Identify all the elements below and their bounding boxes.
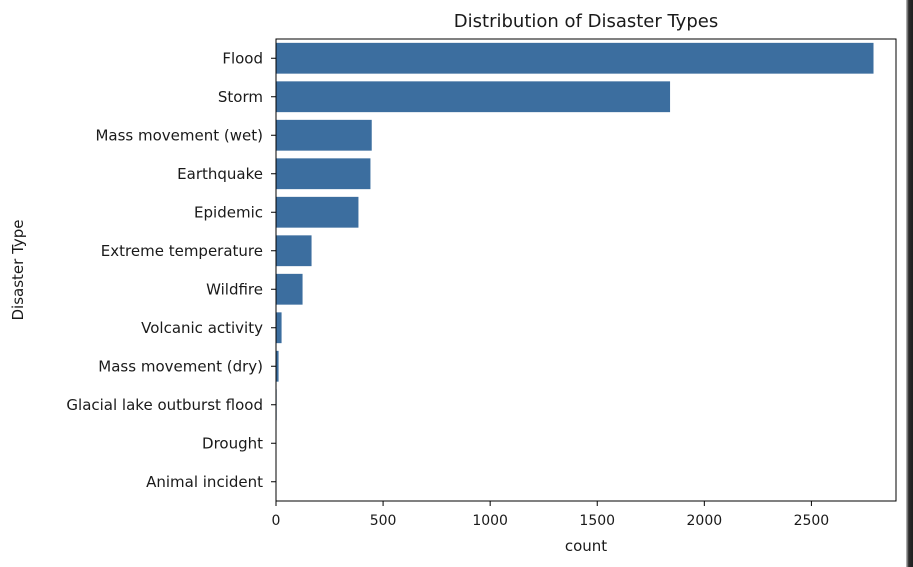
bar-flood bbox=[276, 42, 874, 74]
y-tick-label: Wildfire bbox=[206, 281, 263, 299]
bar-earthquake bbox=[276, 158, 371, 190]
x-tick-label: 1500 bbox=[579, 513, 615, 529]
bar-extreme-temperature bbox=[276, 235, 312, 267]
x-tick-label: 0 bbox=[272, 513, 281, 529]
bar-mass-movement-wet bbox=[276, 119, 372, 151]
bar-wildfire bbox=[276, 273, 303, 305]
y-axis-title: Disaster Type bbox=[9, 219, 27, 320]
x-tick-label: 1000 bbox=[472, 513, 508, 529]
y-tick-label: Earthquake bbox=[177, 165, 263, 183]
y-tick-label: Mass movement (dry) bbox=[98, 358, 263, 376]
y-tick-label: Mass movement (wet) bbox=[95, 127, 263, 145]
x-tick-label: 2000 bbox=[687, 513, 723, 529]
bar-mass-movement-dry bbox=[276, 350, 279, 382]
x-tick-label: 2500 bbox=[794, 513, 830, 529]
bar-storm bbox=[276, 81, 671, 113]
y-tick-label: Volcanic activity bbox=[141, 319, 263, 337]
bar-epidemic bbox=[276, 196, 359, 228]
window-edge bbox=[906, 0, 913, 567]
x-tick-label: 500 bbox=[370, 513, 397, 529]
y-tick-label: Extreme temperature bbox=[101, 242, 263, 260]
x-axis-title: count bbox=[565, 537, 607, 555]
bar-volcanic-activity bbox=[276, 312, 282, 344]
y-tick-label: Drought bbox=[202, 435, 263, 453]
chart-title: Distribution of Disaster Types bbox=[454, 11, 718, 32]
y-tick-label: Storm bbox=[218, 88, 263, 106]
y-tick-label: Flood bbox=[222, 50, 263, 68]
category-labels: Flood Storm Mass movement (wet) Earthquake E… bbox=[66, 50, 276, 491]
y-tick-label: Animal incident bbox=[146, 473, 263, 491]
bars-group bbox=[276, 42, 874, 498]
y-tick-label: Glacial lake outburst flood bbox=[66, 396, 263, 414]
y-tick-label: Epidemic bbox=[194, 204, 263, 222]
plot-area-frame bbox=[275, 38, 897, 502]
x-axis-ticks: 0 500 1000 1500 2000 2500 bbox=[272, 501, 830, 529]
